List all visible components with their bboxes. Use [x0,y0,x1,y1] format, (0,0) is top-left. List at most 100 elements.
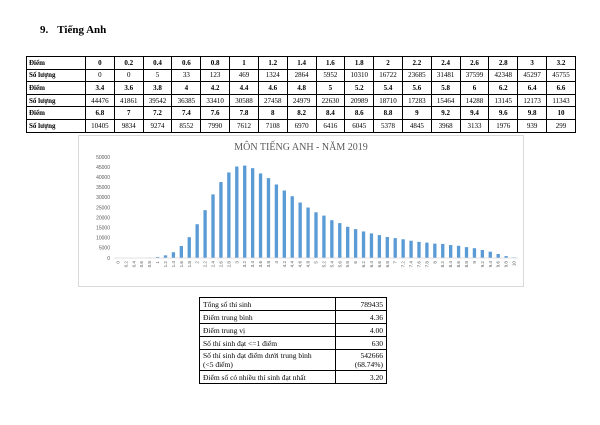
x-tick-label: 4.2 [282,261,287,268]
count-cell: 36385 [171,93,202,108]
bar [282,190,286,258]
x-tick-label: 5.2 [321,261,326,268]
x-tick-label: 3.4 [250,261,255,268]
count-cell: 5378 [373,118,403,133]
bar [346,226,350,258]
x-tick-label: 9.6 [496,261,501,268]
bar [219,182,223,258]
count-cell: 17283 [401,93,432,108]
x-tick-label: 2.8 [226,261,231,268]
score-cell: 0 [85,56,115,70]
count-cell: 123 [200,68,231,83]
x-tick-label: 3.2 [242,261,247,268]
count-cell: 9834 [113,118,144,133]
stats-value-text: 630 [371,338,383,348]
score-cell: 8.2 [286,106,317,120]
x-tick-label: 2 [195,261,200,264]
count-row: Số lượng 0 0 5 33 123 469 1324 2864 5952 10310 1672… [26,68,576,83]
count-cell: 30588 [229,93,259,108]
score-cell: 6 [459,81,490,95]
x-tick-label: 5.6 [337,261,342,268]
bar [369,233,374,258]
x-tick-label: 0.2 [123,261,128,268]
y-tick-label: 40000 [96,175,110,181]
bar [401,239,405,258]
count-row-label: Số lượng [26,118,86,133]
stats-row: Điểm số có nhiều thí sinh đạt nhất 3.20 [199,370,387,384]
y-tick-label: 10000 [96,236,110,242]
score-cell: 10 [546,106,576,120]
stats-value: 4.00 [335,323,387,337]
score-cell: 7.6 [200,106,231,120]
count-cell: 13145 [488,93,519,108]
count-cell: 24979 [286,93,317,108]
count-cell: 45755 [546,68,576,83]
bar [163,255,168,258]
section-title: Tiếng Anh [57,24,107,36]
bar [235,166,239,258]
stats-label-note: (<5 điểm) [203,360,233,369]
x-tick-label: 0 [115,261,120,264]
stats-label: Số thí sinh đạt điểm dưới trung bình (<5 … [199,349,336,371]
x-tick-label: 7.8 [424,261,429,268]
bar [480,249,485,258]
bar [472,248,477,258]
score-cell: 3.6 [113,81,144,95]
score-cell: 9.8 [517,106,547,120]
score-cell: 2.8 [488,56,519,70]
count-cell: 0 [113,68,144,83]
count-cell: 37599 [459,68,490,83]
count-cell: 8552 [171,118,202,133]
bar [203,210,207,258]
count-cell: 12173 [517,93,547,108]
score-cell: 6.8 [85,106,115,120]
bar [258,173,263,258]
count-cell: 20989 [344,93,375,108]
score-distribution-table: Điểm 0 0.2 0.4 0.6 0.8 1 1.2 1.4 1.6 1.8 2 2.2 2.4 2.6… [26,56,576,133]
score-cell: 7.2 [142,106,173,120]
score-cell: 4 [171,81,202,95]
bar [425,242,429,258]
score-cell: 0.6 [171,56,202,70]
x-tick-label: 9.8 [504,261,509,268]
x-tick-label: 8.4 [448,261,453,268]
x-tick-label: 7.2 [401,261,406,268]
count-cell: 42348 [488,68,519,83]
count-cell: 6970 [286,118,317,133]
y-tick-label: 35000 [96,185,110,191]
bar [298,202,302,258]
score-cell: 1.2 [257,56,288,70]
stats-label: Số thí sinh đạt <=1 điểm [199,336,336,350]
count-cell: 10405 [85,118,115,133]
count-cell: 22630 [315,93,346,108]
section-number: 9. [40,24,49,36]
count-cell: 7990 [200,118,231,133]
bar [488,251,492,258]
count-cell: 41861 [113,93,144,108]
bar [274,184,279,258]
bar [338,223,342,258]
x-tick-label: 9.2 [480,261,485,268]
x-tick-label: 9.4 [488,261,493,268]
count-cell: 3968 [430,118,461,133]
count-cell: 5952 [315,68,346,83]
stats-value: 4.36 [335,310,387,324]
count-row-label: Số lượng [26,93,86,108]
stats-label-text: Tổng số thí sinh [203,299,252,309]
y-tick-label: 25000 [96,205,110,211]
y-tick-label: 45000 [96,165,110,171]
x-tick-label: 9 [472,261,477,264]
stats-value-text: 542666 [360,351,384,360]
bar [393,238,397,258]
score-cell: 0.2 [113,56,144,70]
score-row-label: Điểm [26,56,86,70]
bar [322,215,326,258]
bar [417,241,421,258]
bar [211,194,215,258]
bar [441,243,445,258]
score-cell: 9 [401,106,432,120]
score-cell: 7.4 [171,106,202,120]
score-cell: 6.2 [488,81,519,95]
stats-label-text: Số thí sinh đạt điểm dưới trung bình [203,351,312,360]
count-cell: 44476 [85,93,115,108]
